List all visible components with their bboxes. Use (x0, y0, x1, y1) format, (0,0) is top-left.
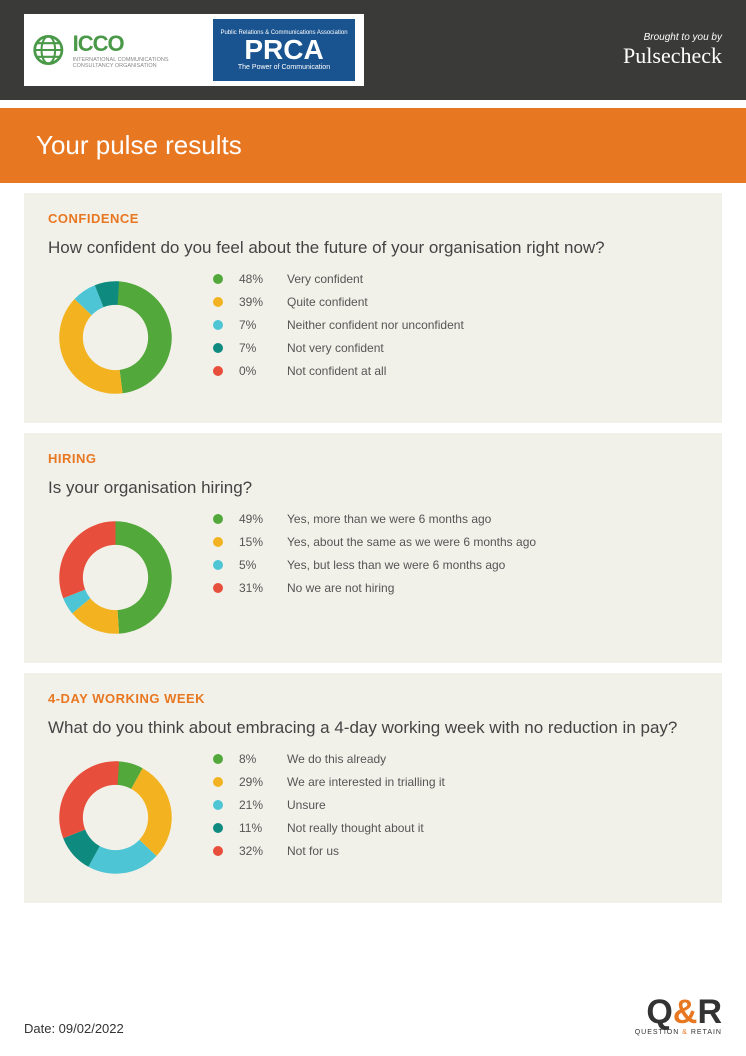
legend-dot-icon (213, 754, 223, 764)
legend-item: 0% Not confident at all (213, 364, 464, 378)
legend-dot-icon (213, 343, 223, 353)
legend-item: 49% Yes, more than we were 6 months ago (213, 512, 536, 526)
legend-label: Unsure (287, 798, 326, 812)
legend-dot-icon (213, 583, 223, 593)
legend-label: Quite confident (287, 295, 368, 309)
legend-dot-icon (213, 514, 223, 524)
legend-item: 32% Not for us (213, 844, 445, 858)
legend-dot-icon (213, 800, 223, 810)
brought-by: Brought to you by Pulsecheck (623, 32, 722, 69)
icco-label: ICCO (73, 31, 196, 57)
legend-label: Yes, more than we were 6 months ago (287, 512, 491, 526)
legend-pct: 21% (239, 798, 271, 812)
legend-item: 5% Yes, but less than we were 6 months ag… (213, 558, 536, 572)
qr-q: Q (646, 993, 672, 1031)
question-text: Is your organisation hiring? (48, 478, 698, 498)
legend-label: Not very confident (287, 341, 384, 355)
donut-chart (48, 270, 183, 405)
legend-pct: 49% (239, 512, 271, 526)
legend-pct: 8% (239, 752, 271, 766)
legend-dot-icon (213, 846, 223, 856)
legend-dot-icon (213, 537, 223, 547)
legend-pct: 11% (239, 821, 271, 835)
header-bar: ICCO INTERNATIONAL COMMUNICATIONS CONSUL… (0, 0, 746, 100)
qr-logo: Q&R QUESTION & RETAIN (635, 995, 722, 1036)
page-title: Your pulse results (0, 108, 746, 183)
logo-group: ICCO INTERNATIONAL COMMUNICATIONS CONSUL… (24, 14, 364, 86)
chart-row: 48% Very confident 39% Quite confident 7% Nei… (48, 270, 698, 405)
section-title: CONFIDENCE (48, 211, 698, 226)
icco-sublabel: INTERNATIONAL COMMUNICATIONS CONSULTANCY… (73, 57, 196, 69)
legend-label: Not confident at all (287, 364, 386, 378)
legend-dot-icon (213, 823, 223, 833)
legend-pct: 7% (239, 341, 271, 355)
section-card: CONFIDENCE How confident do you feel abou… (24, 193, 722, 423)
legend-pct: 5% (239, 558, 271, 572)
legend-label: Very confident (287, 272, 363, 286)
legend-dot-icon (213, 366, 223, 376)
legend-dot-icon (213, 274, 223, 284)
legend-pct: 32% (239, 844, 271, 858)
legend-label: Not for us (287, 844, 339, 858)
donut-chart (48, 750, 183, 885)
legend-label: Not really thought about it (287, 821, 424, 835)
question-text: What do you think about embracing a 4-da… (48, 718, 698, 738)
prca-logo: Public Relations & Communications Associ… (204, 14, 364, 86)
legend-label: No we are not hiring (287, 581, 394, 595)
legend-item: 29% We are interested in trialling it (213, 775, 445, 789)
chart-row: 49% Yes, more than we were 6 months ago 15… (48, 510, 698, 645)
prca-sub: The Power of Communication (213, 64, 355, 71)
legend-item: 7% Neither confident nor unconfident (213, 318, 464, 332)
legend-item: 21% Unsure (213, 798, 445, 812)
legend-item: 7% Not very confident (213, 341, 464, 355)
brought-brand: Pulsecheck (623, 43, 722, 69)
icco-logo: ICCO INTERNATIONAL COMMUNICATIONS CONSUL… (24, 14, 204, 86)
qr-sub-post: RETAIN (688, 1029, 722, 1036)
legend-pct: 31% (239, 581, 271, 595)
legend-pct: 29% (239, 775, 271, 789)
prca-main: PRCA (213, 36, 355, 64)
section-card: HIRING Is your organisation hiring? 49% Yes… (24, 433, 722, 663)
donut-chart (48, 510, 183, 645)
legend-pct: 0% (239, 364, 271, 378)
section-title: 4-DAY WORKING WEEK (48, 691, 698, 706)
qr-sub-pre: QUESTION (635, 1029, 683, 1036)
donut-wrap (48, 750, 183, 885)
legend-item: 11% Not really thought about it (213, 821, 445, 835)
legend-pct: 15% (239, 535, 271, 549)
legend-label: Neither confident nor unconfident (287, 318, 464, 332)
chart-row: 8% We do this already 29% We are interested… (48, 750, 698, 885)
legend-item: 15% Yes, about the same as we were 6 mont… (213, 535, 536, 549)
legend: 8% We do this already 29% We are interested… (213, 750, 445, 858)
legend-pct: 39% (239, 295, 271, 309)
question-text: How confident do you feel about the futu… (48, 238, 698, 258)
qr-r: R (697, 993, 722, 1031)
donut-wrap (48, 270, 183, 405)
footer: Date: 09/02/2022 Q&R QUESTION & RETAIN (24, 995, 722, 1036)
legend-item: 8% We do this already (213, 752, 445, 766)
globe-icon (32, 26, 65, 74)
legend: 49% Yes, more than we were 6 months ago 15… (213, 510, 536, 595)
qr-amp: & (673, 993, 698, 1031)
legend-dot-icon (213, 297, 223, 307)
legend-item: 31% No we are not hiring (213, 581, 536, 595)
brought-top: Brought to you by (623, 32, 722, 43)
date-label: Date: 09/02/2022 (24, 1021, 124, 1036)
donut-wrap (48, 510, 183, 645)
section-card: 4-DAY WORKING WEEK What do you think abou… (24, 673, 722, 903)
legend-pct: 7% (239, 318, 271, 332)
section-title: HIRING (48, 451, 698, 466)
legend-item: 39% Quite confident (213, 295, 464, 309)
legend-label: We are interested in trialling it (287, 775, 445, 789)
legend-label: We do this already (287, 752, 386, 766)
legend-label: Yes, but less than we were 6 months ago (287, 558, 505, 572)
legend-dot-icon (213, 320, 223, 330)
legend-pct: 48% (239, 272, 271, 286)
legend-dot-icon (213, 777, 223, 787)
legend: 48% Very confident 39% Quite confident 7% Nei… (213, 270, 464, 378)
legend-dot-icon (213, 560, 223, 570)
legend-label: Yes, about the same as we were 6 months … (287, 535, 536, 549)
legend-item: 48% Very confident (213, 272, 464, 286)
